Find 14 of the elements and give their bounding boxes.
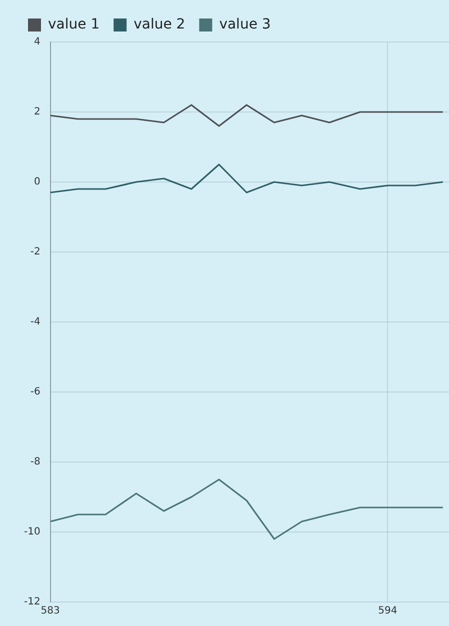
- legend-label: value 3: [219, 16, 271, 33]
- y-tick-label: 2: [34, 106, 40, 118]
- legend-label: value 2: [134, 16, 186, 33]
- y-tick-label: -2: [30, 246, 40, 258]
- x-tick-label: 594: [378, 606, 398, 617]
- y-tick-label: -12: [24, 596, 40, 608]
- x-tick-label: 583: [40, 606, 60, 617]
- y-tick-label: -6: [30, 386, 40, 398]
- legend-label: value 1: [48, 16, 100, 33]
- y-tick-label: 0: [34, 176, 40, 188]
- y-tick-label: -10: [24, 526, 40, 538]
- y-tick-label: -8: [30, 456, 40, 468]
- y-tick-label: -4: [30, 316, 40, 328]
- y-tick-label: 4: [34, 36, 40, 48]
